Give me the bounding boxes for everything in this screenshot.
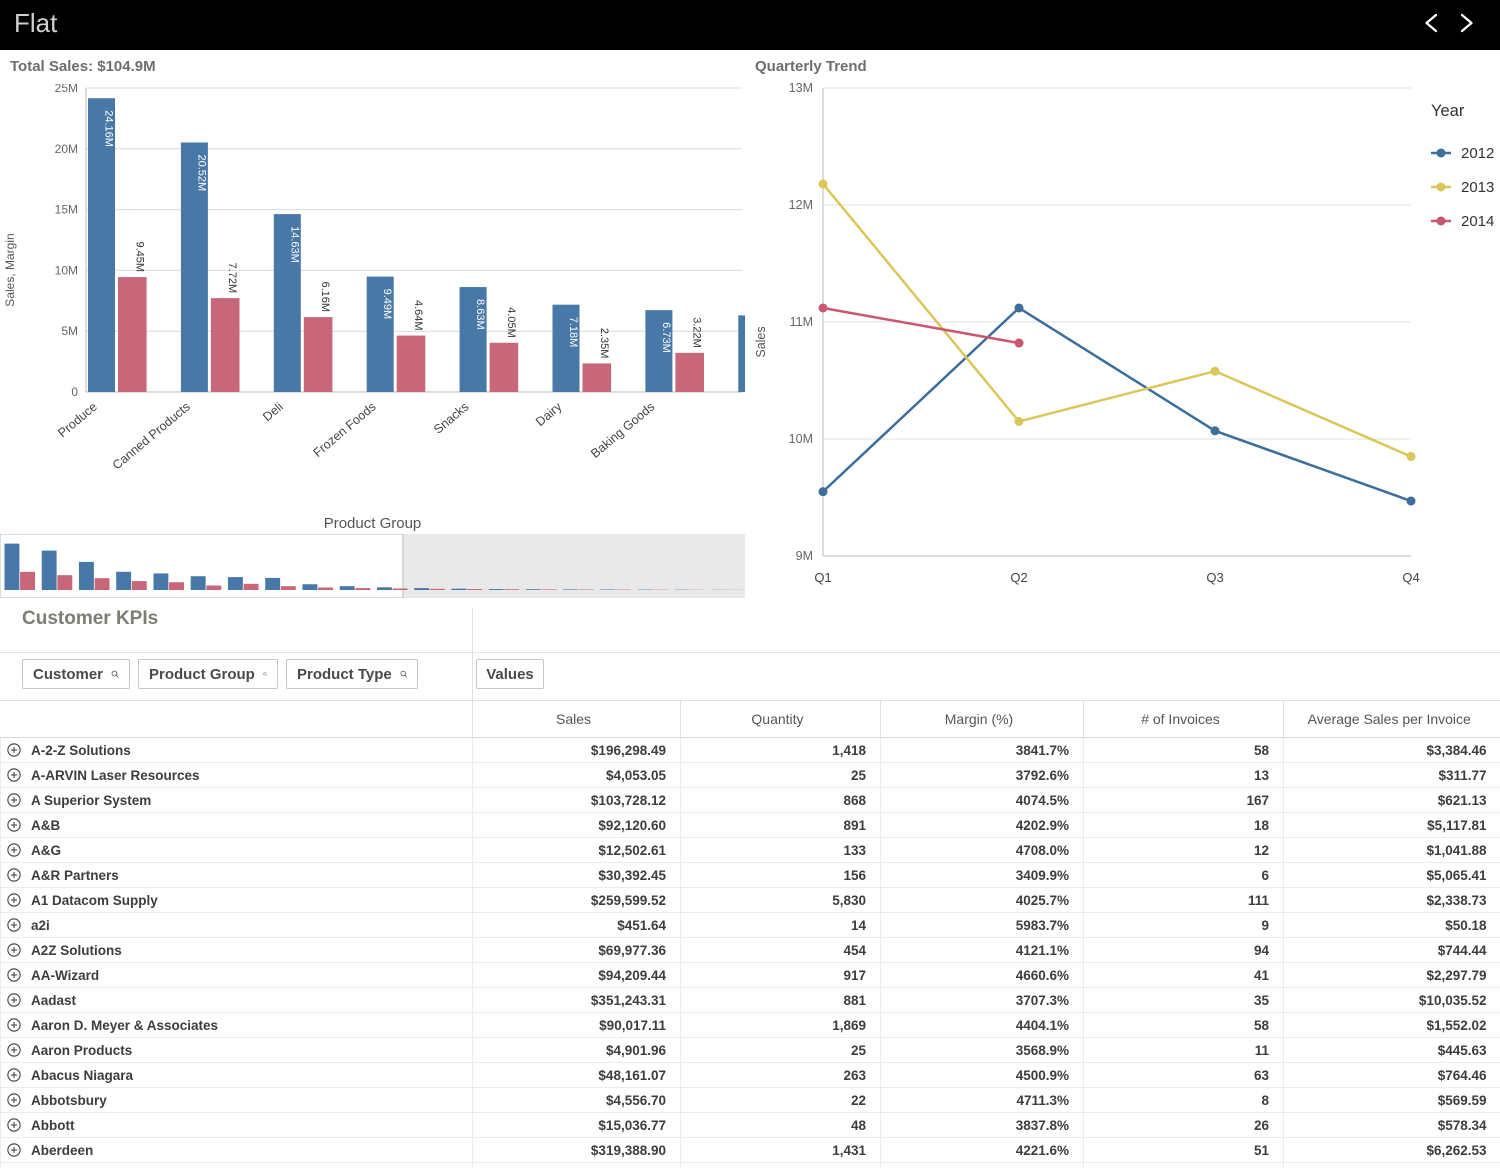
svg-text:4.64M: 4.64M bbox=[412, 300, 424, 331]
svg-text:25M: 25M bbox=[55, 84, 78, 95]
svg-text:0: 0 bbox=[71, 385, 78, 399]
svg-text:Year: Year bbox=[1431, 102, 1465, 120]
svg-text:20.52M: 20.52M bbox=[195, 154, 207, 191]
svg-text:Deli: Deli bbox=[260, 400, 286, 425]
svg-text:Q2: Q2 bbox=[1010, 570, 1027, 585]
svg-text:4.05M: 4.05M bbox=[505, 307, 517, 338]
svg-text:15M: 15M bbox=[55, 203, 78, 217]
svg-text:Sales, Margin: Sales, Margin bbox=[3, 233, 17, 306]
svg-text:8.63M: 8.63M bbox=[474, 299, 486, 330]
svg-text:Q3: Q3 bbox=[1206, 570, 1223, 585]
svg-text:9M: 9M bbox=[796, 549, 813, 563]
svg-text:Baking Goods: Baking Goods bbox=[588, 400, 657, 461]
svg-text:11M: 11M bbox=[790, 315, 813, 329]
svg-text:Canned Products: Canned Products bbox=[110, 400, 193, 473]
svg-text:3.22M: 3.22M bbox=[691, 317, 703, 348]
svg-text:6.73M: 6.73M bbox=[660, 322, 672, 353]
svg-text:2012: 2012 bbox=[1461, 145, 1494, 162]
svg-text:Dairy: Dairy bbox=[533, 399, 565, 429]
svg-text:10M: 10M bbox=[55, 263, 78, 277]
svg-text:Q1: Q1 bbox=[814, 570, 831, 585]
svg-text:Produce: Produce bbox=[55, 400, 100, 441]
svg-text:7.72M: 7.72M bbox=[226, 263, 238, 294]
svg-text:2013: 2013 bbox=[1461, 179, 1494, 196]
svg-text:6.16M: 6.16M bbox=[319, 282, 331, 313]
svg-text:Frozen Foods: Frozen Foods bbox=[311, 400, 379, 460]
svg-text:9.45M: 9.45M bbox=[133, 242, 145, 273]
svg-text:10M: 10M bbox=[789, 432, 813, 446]
svg-text:24.16M: 24.16M bbox=[103, 110, 115, 147]
svg-text:7.18M: 7.18M bbox=[567, 317, 579, 348]
svg-text:Q4: Q4 bbox=[1402, 570, 1419, 585]
svg-text:13M: 13M bbox=[789, 81, 813, 95]
svg-text:2014: 2014 bbox=[1461, 213, 1494, 230]
svg-text:20M: 20M bbox=[55, 142, 78, 156]
svg-text:12M: 12M bbox=[789, 198, 813, 212]
svg-text:9.49M: 9.49M bbox=[381, 289, 393, 320]
svg-text:Sales: Sales bbox=[754, 326, 768, 357]
svg-text:Snacks: Snacks bbox=[431, 400, 471, 437]
svg-text:14.63M: 14.63M bbox=[288, 226, 300, 263]
svg-text:5M: 5M bbox=[61, 324, 78, 338]
svg-text:2.35M: 2.35M bbox=[598, 328, 610, 359]
